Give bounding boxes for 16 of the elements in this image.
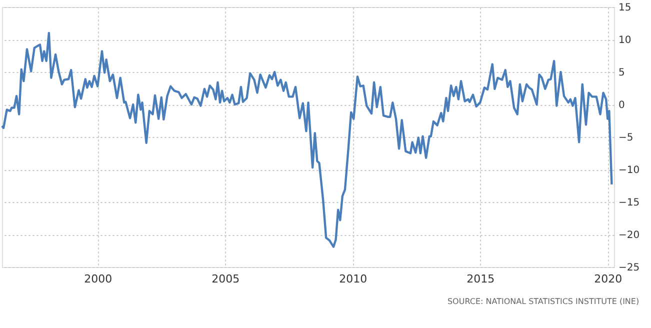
x-tick-label: 2020 — [594, 272, 622, 286]
y-tick-label: 0 — [618, 100, 625, 111]
x-tick-label: 2005 — [212, 272, 240, 286]
x-tick-label: 2010 — [339, 272, 368, 286]
y-tick-label: −20 — [618, 230, 640, 241]
y-tick-label: 10 — [618, 35, 632, 46]
source-note: SOURCE: NATIONAL STATISTICS INSTITUTE (INE) — [447, 297, 640, 306]
y-tick-label: −15 — [618, 198, 640, 208]
y-tick-label: 5 — [618, 68, 625, 78]
x-tick-label: 2015 — [466, 272, 495, 286]
line-series — [0, 32, 613, 248]
x-tick-label: 2000 — [84, 272, 112, 286]
y-tick-label: −25 — [618, 262, 640, 274]
y-tick-label: −5 — [618, 132, 634, 144]
y-tick-label: 15 — [618, 2, 632, 14]
y-tick-label: −10 — [618, 165, 640, 176]
